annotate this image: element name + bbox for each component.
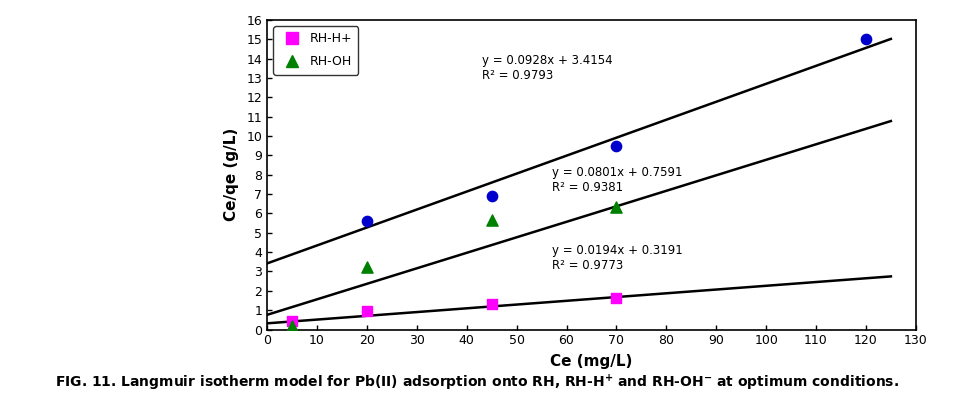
Point [858,36,873,42]
Point [608,295,623,301]
Point [608,143,623,149]
Text: y = 0.0928x + 3.4154
R² = 0.9793: y = 0.0928x + 3.4154 R² = 0.9793 [481,54,612,82]
Point [483,301,498,308]
Point [359,264,375,270]
Point [359,218,375,224]
Point [483,217,498,224]
Point [359,308,375,314]
Text: FIG. 11. Langmuir isotherm model for Pb(II) adsorption onto RH, RH-H$^\mathbf{+}: FIG. 11. Langmuir isotherm model for Pb(… [55,373,898,393]
X-axis label: Ce (mg/L): Ce (mg/L) [550,354,632,369]
Point [284,318,299,325]
Point [483,193,498,199]
Y-axis label: Ce/qe (g/L): Ce/qe (g/L) [224,128,239,221]
Text: y = 0.0194x + 0.3191
R² = 0.9773: y = 0.0194x + 0.3191 R² = 0.9773 [551,244,681,272]
Text: y = 0.0801x + 0.7591
R² = 0.9381: y = 0.0801x + 0.7591 R² = 0.9381 [551,166,681,195]
Legend: RH-H+, RH-OH: RH-H+, RH-OH [274,26,358,75]
Point [284,323,299,329]
Point [608,203,623,210]
